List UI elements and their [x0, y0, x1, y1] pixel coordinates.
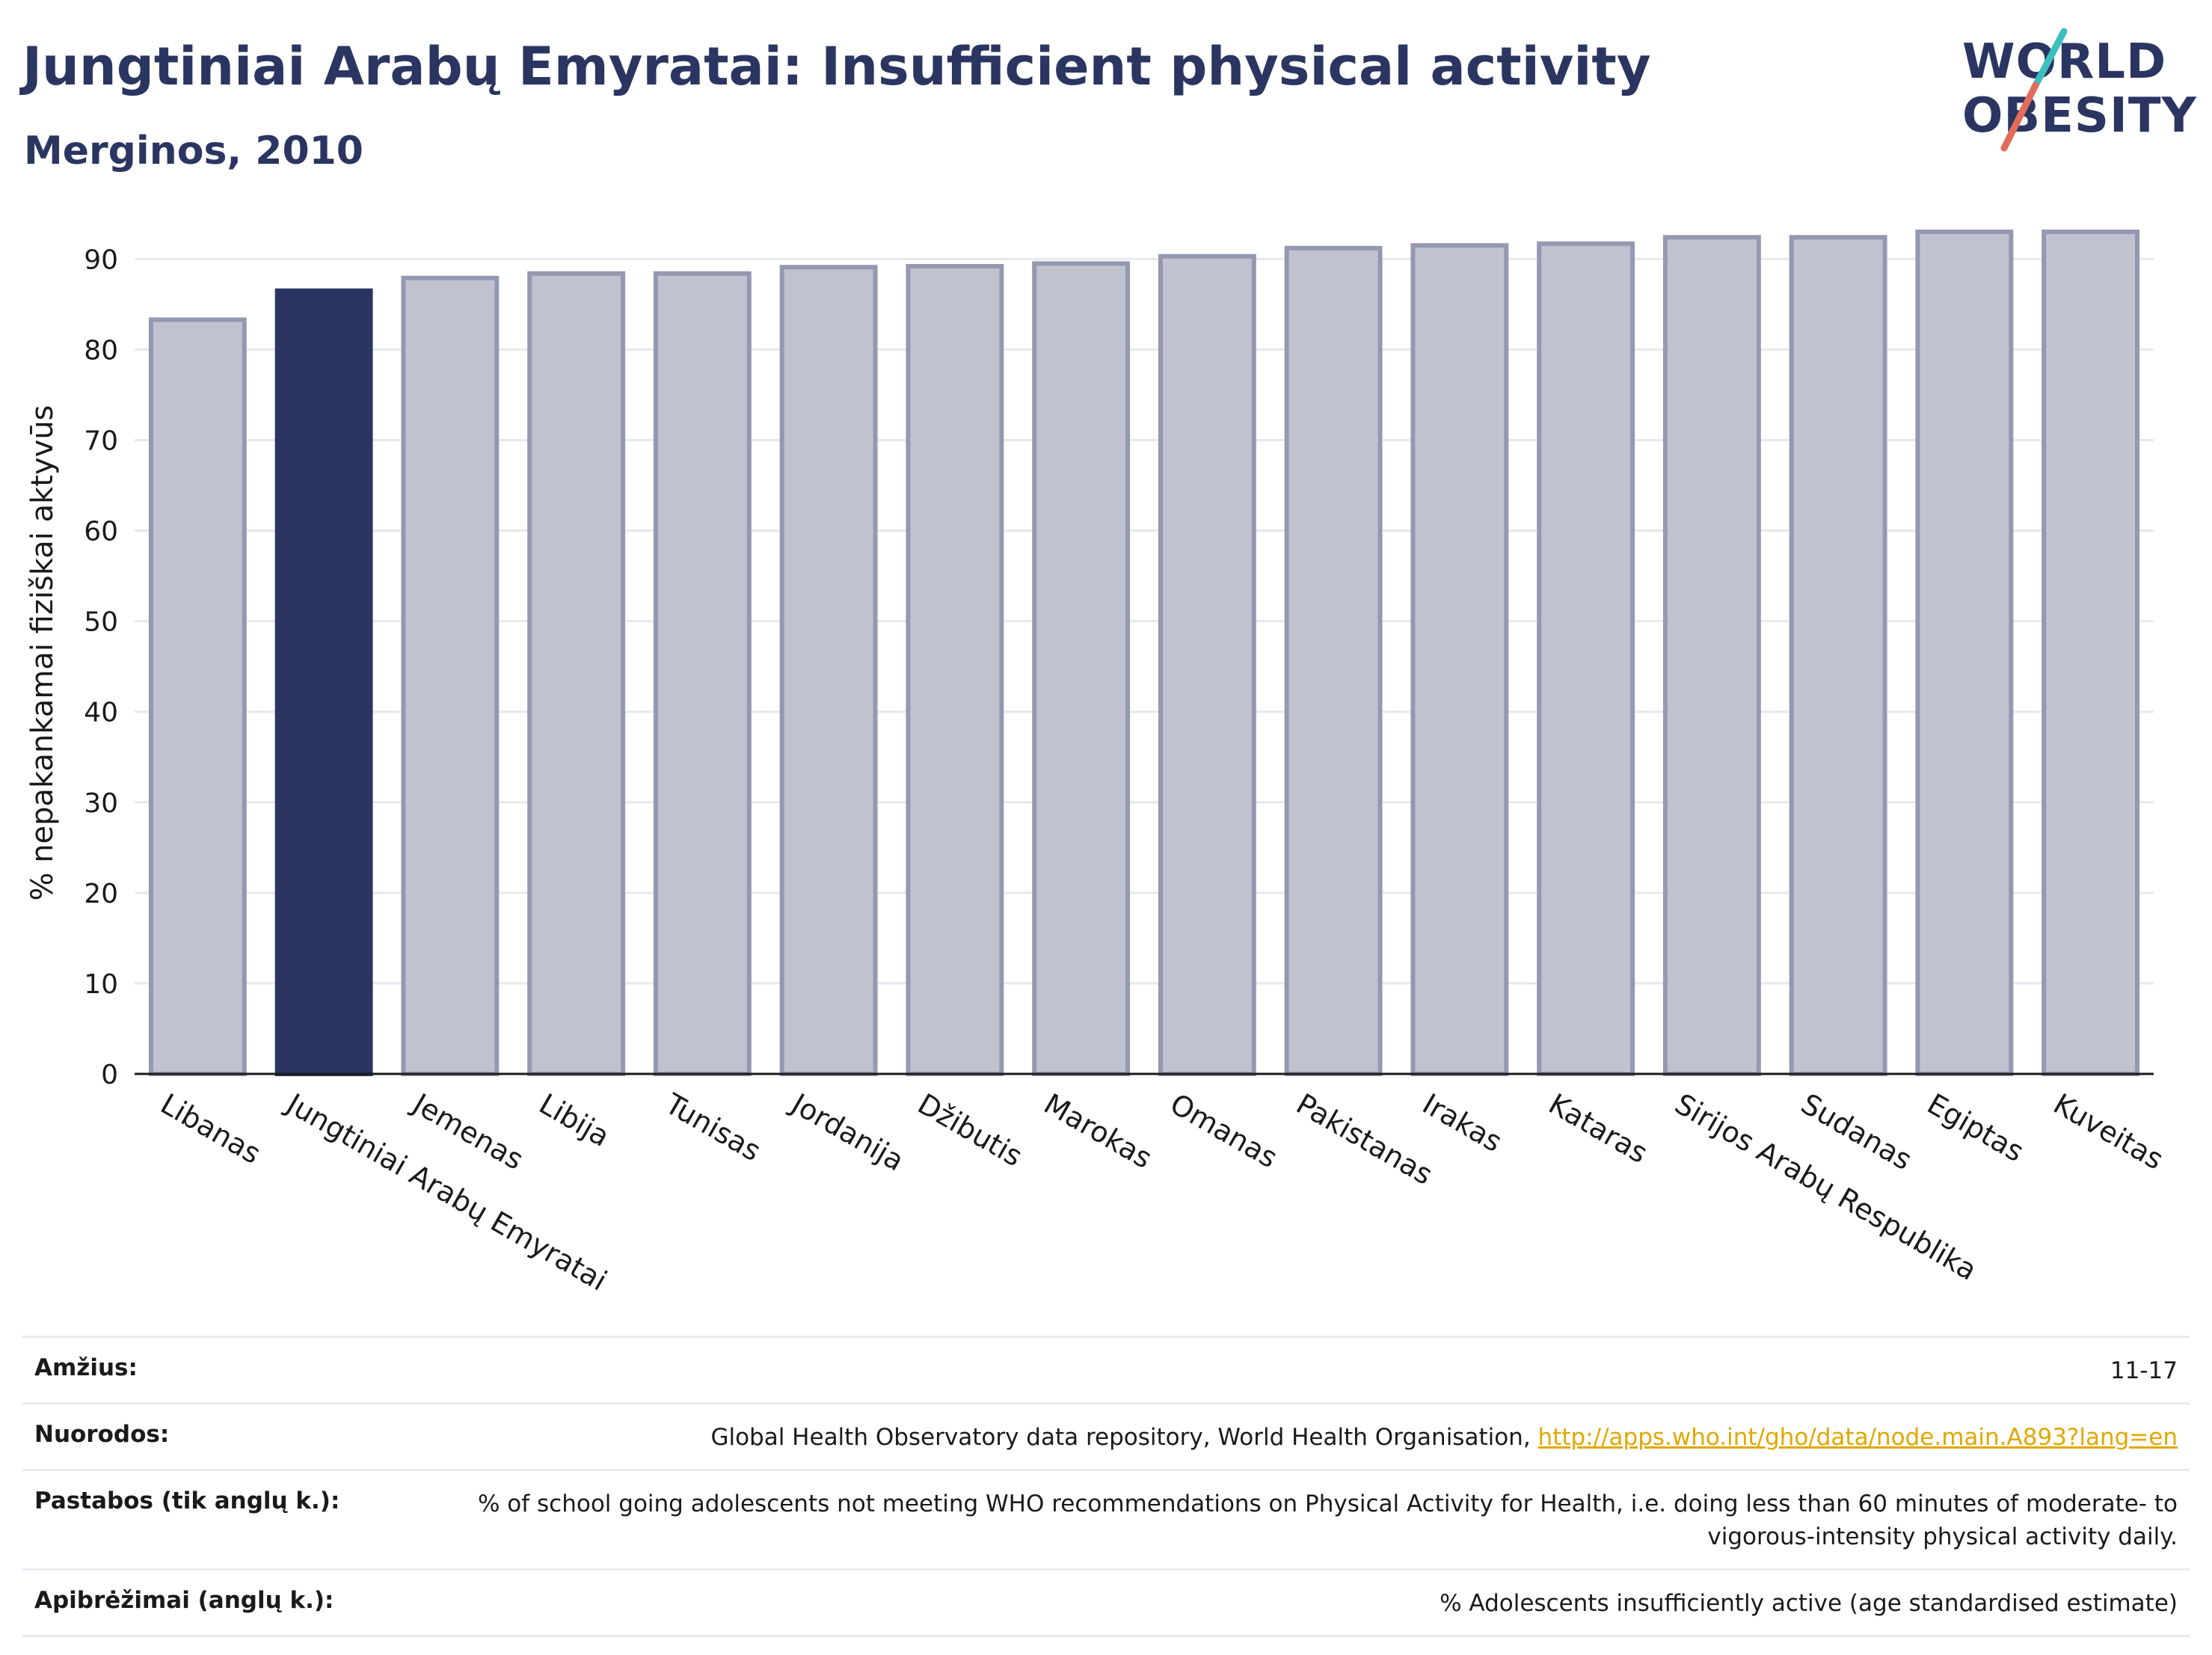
y-tick-label: 40 — [84, 698, 118, 728]
y-tick-label: 70 — [84, 426, 118, 456]
age-value: 11-17 — [2110, 1357, 2178, 1384]
y-tick-label: 10 — [84, 969, 118, 1000]
bar — [1032, 261, 1131, 1076]
y-tick-label: 50 — [84, 607, 118, 638]
bar — [274, 288, 373, 1076]
y-tick-label: 0 — [101, 1060, 118, 1090]
y-axis-label: % nepakankamai fiziškai aktyvūs — [25, 405, 60, 900]
x-tick-label: Libanas — [155, 1087, 266, 1170]
x-tick-label: Marokas — [1039, 1087, 1158, 1175]
bar — [1537, 241, 1635, 1077]
x-tick-label: Džibutis — [912, 1087, 1028, 1173]
y-tick-label: 30 — [84, 788, 118, 819]
logo-slash-icon — [2000, 28, 2068, 152]
bar — [401, 275, 500, 1076]
age-label: Amžius: — [34, 1354, 138, 1381]
logo-line-2: OBESITY — [1962, 88, 2197, 144]
references-value: Global Health Observatory data repositor… — [710, 1421, 2178, 1454]
bar — [653, 271, 752, 1077]
x-tick-label: Irakas — [1417, 1087, 1508, 1158]
references-text: Global Health Observatory data repositor… — [710, 1424, 1538, 1451]
x-tick-label: Kataras — [1543, 1087, 1653, 1170]
footer-row-age: Amžius: 11-17 — [22, 1336, 2190, 1402]
bar — [1158, 254, 1256, 1077]
footer-row-notes: Pastabos (tik anglų k.): % of school goi… — [22, 1469, 2190, 1568]
x-tick-label: Pakistanas — [1291, 1087, 1438, 1191]
x-tick-label: Omanas — [1164, 1087, 1282, 1175]
bar — [1410, 243, 1509, 1077]
bar — [1662, 235, 1761, 1076]
logo-line-1: WORLD — [1962, 34, 2167, 90]
x-tick-label: Egiptas — [1922, 1087, 2030, 1169]
y-tick-label: 20 — [84, 879, 118, 909]
bar — [906, 264, 1004, 1077]
y-tick-label: 90 — [84, 245, 118, 275]
notes-label: Pastabos (tik anglų k.): — [34, 1487, 340, 1514]
chart-title: Jungtiniai Arabų Emyratai: Insufficient … — [22, 36, 1651, 97]
references-label: Nuorodos: — [34, 1421, 170, 1448]
footer-row-definitions: Apibrėžimai (anglų k.): % Adolescents in… — [22, 1568, 2190, 1637]
bar — [2042, 230, 2140, 1076]
references-link[interactable]: http://apps.who.int/gho/data/node.main.A… — [1537, 1424, 2178, 1451]
x-tick-label: Libija — [534, 1087, 615, 1153]
x-tick-label: Kuveitas — [2048, 1087, 2169, 1176]
bar — [1915, 230, 2014, 1076]
y-tick-label: 60 — [84, 517, 118, 547]
bar — [148, 317, 247, 1077]
footer-row-references: Nuorodos: Global Health Observatory data… — [22, 1402, 2190, 1469]
y-tick-label: 80 — [84, 335, 118, 366]
chart-subtitle: Merginos, 2010 — [24, 129, 363, 174]
definitions-value: % Adolescents insufficiently active (age… — [1440, 1590, 2178, 1617]
x-tick-label: Jordanija — [784, 1087, 909, 1178]
x-tick-label: Tunisas — [660, 1087, 766, 1167]
bar — [1789, 235, 1887, 1076]
bar — [1284, 245, 1383, 1076]
bar — [779, 265, 878, 1076]
definitions-label: Apibrėžimai (anglų k.): — [34, 1587, 334, 1614]
bar-chart: 0 10 20 30 40 50 60 70 80 90 % nepakankamai fizišk… — [25, 230, 2169, 1298]
notes-value: % of school going adolescents not meetin… — [477, 1490, 2178, 1550]
world-obesity-logo: WORLD OBESITY — [1952, 22, 2199, 157]
bar — [527, 271, 626, 1077]
footer-table: Amžius: 11-17 Nuorodos: Global Health Ob… — [22, 1336, 2190, 1637]
